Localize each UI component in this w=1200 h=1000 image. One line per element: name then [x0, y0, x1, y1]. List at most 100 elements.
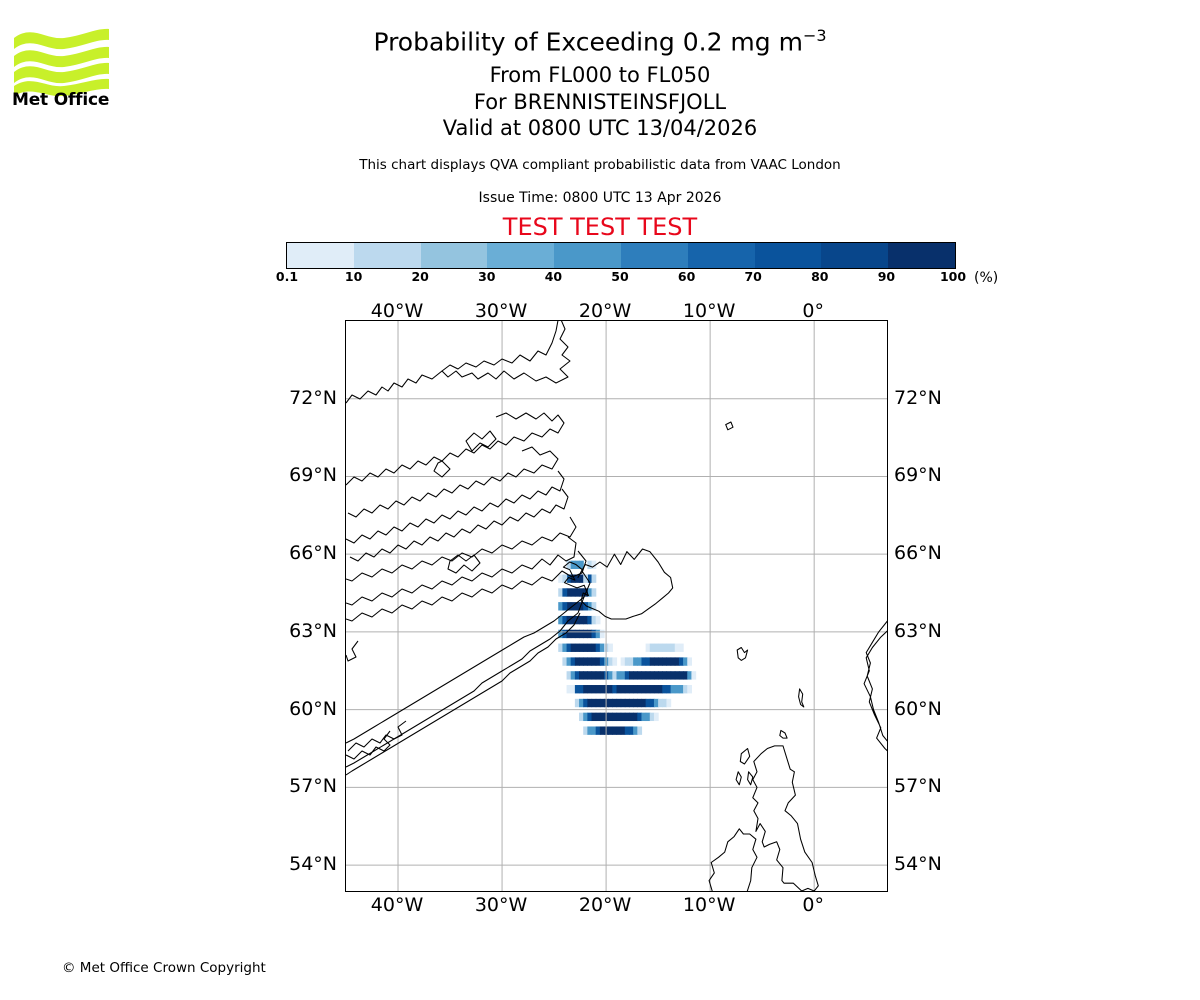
plume-cell: [620, 712, 626, 722]
plume-cell: [628, 712, 634, 722]
plume-cell: [616, 698, 622, 708]
plume-cell: [566, 643, 572, 652]
plume-cell: [608, 685, 613, 694]
met-office-wordmark: Met Office: [12, 90, 110, 110]
plume-cell: [591, 560, 597, 570]
ash-probability-map: [345, 320, 888, 892]
plume-cell: [574, 629, 580, 639]
plume-cell: [649, 657, 655, 666]
plume-cell: [583, 726, 588, 735]
plume-cell: [566, 629, 572, 639]
map-canvas: [346, 321, 887, 891]
plume-cell: [658, 643, 663, 652]
met-office-logo: [12, 26, 112, 112]
plume-cell: [662, 671, 668, 680]
plume-cell: [612, 657, 618, 666]
lat-tick-54°N-right: 54°N: [894, 853, 942, 876]
plume-cell: [628, 685, 634, 694]
plume-cell: [570, 615, 576, 625]
lat-tick-69°N-right: 69°N: [894, 464, 942, 487]
plume-cell: [591, 643, 597, 652]
plume-cell: [653, 712, 659, 722]
plume-cell: [574, 574, 580, 583]
coastline-path: [725, 421, 734, 431]
plume-cell: [595, 726, 601, 735]
colorbar-tick-40: 40: [544, 269, 563, 284]
lon-tick-10°W-top: 10°W: [682, 300, 736, 322]
colorbar-band-8: [821, 243, 889, 268]
plume-cell: [558, 574, 563, 583]
plume-cell: [579, 698, 584, 708]
plume-cell: [633, 671, 638, 680]
colorbar-band-1: [353, 243, 421, 268]
plume-cell: [579, 671, 584, 680]
plume-cell: [608, 712, 613, 722]
colorbar-tick-20: 20: [411, 269, 429, 284]
colorbar-tick-100: 100: [939, 269, 967, 284]
plume-cell: [574, 602, 580, 611]
plume-cell: [687, 657, 693, 666]
page-title-text: Probability of Exceeding 0.2 mg m: [373, 27, 803, 57]
plume-cell: [562, 643, 568, 652]
plume-cell: [633, 685, 638, 694]
ash-plume-layer: [558, 560, 697, 735]
graticule-layer: [346, 321, 887, 891]
plume-cell: [583, 657, 588, 666]
plume-cell: [566, 657, 572, 666]
plume-cell: [570, 560, 576, 570]
plume-cell: [599, 671, 605, 680]
plume-cell: [670, 685, 676, 694]
plume-cell: [645, 643, 651, 652]
lon-tick-40°W-top: 40°W: [370, 300, 424, 322]
coastline-path: [708, 828, 758, 891]
plume-cell: [599, 712, 605, 722]
plume-cell: [595, 685, 601, 694]
plume-cell: [628, 726, 634, 735]
volcano-label: For BRENNISTEINSFJOLL: [473, 90, 727, 114]
plume-cell: [591, 615, 597, 625]
plume-cell: [583, 698, 588, 708]
copyright-notice: © Met Office Crown Copyright: [62, 960, 266, 976]
plume-cell: [633, 712, 638, 722]
lon-tick-20°W-top: 20°W: [578, 300, 632, 322]
plume-cell: [670, 657, 676, 666]
plume-cell: [579, 629, 584, 639]
plume-cell: [637, 712, 643, 722]
lon-tick-30°W-bottom: 30°W: [474, 894, 528, 916]
lat-tick-72°N-right: 72°N: [894, 386, 942, 409]
plume-cell: [683, 685, 688, 694]
colorbar-tick-30: 30: [478, 269, 496, 284]
plume-cell: [653, 671, 659, 680]
plume-cell: [678, 685, 684, 694]
plume-cell: [608, 643, 613, 652]
plume-cell: [612, 685, 618, 694]
plume-cell: [558, 615, 563, 625]
lon-tick-40°W-bottom: 40°W: [370, 894, 424, 916]
plume-cell: [620, 685, 626, 694]
plume-cell: [670, 643, 676, 652]
plume-cell: [608, 671, 613, 680]
plume-cell: [587, 671, 593, 680]
coastline-path: [747, 771, 754, 786]
plume-cell: [595, 643, 601, 652]
plume-cell: [645, 685, 651, 694]
plume-cell: [624, 698, 630, 708]
plume-cell: [662, 698, 668, 708]
plume-cell: [595, 629, 601, 639]
plume-cell: [566, 685, 572, 694]
plume-cell: [608, 657, 613, 666]
plume-cell: [579, 602, 584, 611]
plume-cell: [599, 629, 605, 639]
plume-cell: [591, 574, 597, 583]
coastline-path: [752, 745, 819, 891]
plume-cell: [666, 671, 672, 680]
plume-cell: [599, 643, 605, 652]
plume-cell: [562, 602, 568, 611]
plume-cell: [579, 712, 584, 722]
issue-time-label: Issue Time: 0800 UTC 13 Apr 2026: [478, 190, 722, 206]
plume-cell: [620, 657, 626, 666]
lat-tick-63°N-left: 63°N: [289, 619, 337, 642]
coastline-path: [798, 688, 805, 708]
plume-cell: [574, 685, 580, 694]
plume-cell: [579, 643, 584, 652]
